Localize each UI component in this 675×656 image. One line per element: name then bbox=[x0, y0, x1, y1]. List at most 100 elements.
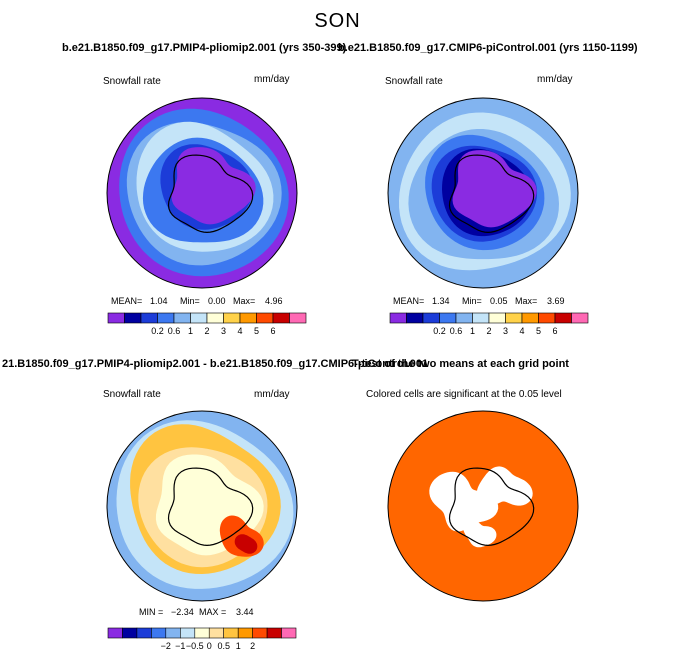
bl-colorbar-tick-5: 1 bbox=[236, 641, 241, 651]
tl-max-label: Max= bbox=[233, 296, 256, 306]
tr-colorbar-tick-1: 0.6 bbox=[450, 326, 463, 336]
tl-panel-label: Snowfall rate bbox=[103, 76, 161, 87]
season-title: SON bbox=[314, 10, 361, 32]
tr-colorbar-cell-6 bbox=[488, 312, 506, 324]
bl-colorbar-tick-0: −2 bbox=[161, 641, 171, 651]
bl-colorbar-cell-9 bbox=[237, 627, 253, 639]
tl-colorbar-cell-5 bbox=[190, 312, 208, 324]
tr-colorbar-cell-4 bbox=[455, 312, 473, 324]
tr-colorbar-cell-5 bbox=[472, 312, 490, 324]
bl-colorbar-cell-12 bbox=[281, 627, 297, 639]
bl-colorbar-cell-3 bbox=[151, 627, 167, 639]
tr-colorbar-cell-1 bbox=[406, 312, 424, 324]
tl-colorbar-tick-3: 2 bbox=[204, 326, 209, 336]
antarctica-coastline-2 bbox=[448, 154, 535, 234]
tr-colorbar-cell-11 bbox=[571, 312, 589, 324]
bl-max-label: MAX = bbox=[199, 607, 227, 617]
bl-colorbar-tick-2: −0.5 bbox=[186, 641, 204, 651]
tl-mean-label: MEAN= bbox=[111, 296, 143, 306]
tr-colorbar-tick-2: 1 bbox=[470, 326, 475, 336]
bl-colorbar-cell-7 bbox=[208, 627, 224, 639]
tl-mean-value: 1.04 bbox=[150, 296, 168, 306]
map-border-4 bbox=[387, 410, 579, 602]
case2-title: b.e21.B1850.f09_g17.CMIP6-piControl.001 … bbox=[338, 42, 638, 54]
tr-colorbar-tick-4: 3 bbox=[503, 326, 508, 336]
tl-colorbar-cell-6 bbox=[206, 312, 224, 324]
tr-colorbar-tick-5: 4 bbox=[519, 326, 524, 336]
tr-colorbar-cell-0 bbox=[389, 312, 407, 324]
br-panel-label: Colored cells are significant at the 0.0… bbox=[366, 389, 562, 400]
field-layer-2-6 bbox=[452, 150, 537, 228]
tl-colorbar-tick-5: 4 bbox=[237, 326, 242, 336]
bl-panel-label: Snowfall rate bbox=[103, 389, 161, 400]
tl-colorbar-tick-1: 0.6 bbox=[168, 326, 181, 336]
map-border-3 bbox=[106, 410, 298, 602]
tr-units: mm/day bbox=[537, 74, 573, 85]
tr-colorbar-cell-3 bbox=[439, 312, 457, 324]
tl-colorbar-cell-1 bbox=[124, 312, 142, 324]
tl-max-value: 4.96 bbox=[265, 296, 283, 306]
bl-colorbar-cell-2 bbox=[136, 627, 152, 639]
bl-colorbar-cell-6 bbox=[194, 627, 210, 639]
tr-colorbar-tick-0: 0.2 bbox=[433, 326, 446, 336]
bl-min-value: −2.34 bbox=[171, 607, 194, 617]
tr-colorbar-cell-2 bbox=[422, 312, 440, 324]
bl-colorbar-cell-1 bbox=[122, 627, 138, 639]
bl-colorbar-cell-0 bbox=[107, 627, 123, 639]
tl-colorbar-cell-10 bbox=[272, 312, 290, 324]
antarctica-coastline-3 bbox=[167, 467, 254, 547]
tr-colorbar-cell-8 bbox=[521, 312, 539, 324]
diff-title: 21.B1850.f09_g17.PMIP4-pliomip2.001 - b.… bbox=[2, 358, 429, 370]
tl-colorbar-tick-0: 0.2 bbox=[151, 326, 164, 336]
map-panel-3 bbox=[107, 411, 297, 601]
tr-panel-label: Snowfall rate bbox=[385, 76, 443, 87]
tl-colorbar-tick-4: 3 bbox=[221, 326, 226, 336]
tl-colorbar-tick-6: 5 bbox=[254, 326, 259, 336]
ttest-title: T-test of the two means at each grid poi… bbox=[352, 358, 569, 370]
bl-colorbar-cell-10 bbox=[252, 627, 268, 639]
bl-colorbar-tick-1: −1 bbox=[175, 641, 185, 651]
tl-colorbar-cell-4 bbox=[173, 312, 191, 324]
tl-colorbar-tick-7: 6 bbox=[270, 326, 275, 336]
tr-colorbar-cell-10 bbox=[554, 312, 572, 324]
tl-colorbar-cell-11 bbox=[289, 312, 307, 324]
field-layer-4-3 bbox=[463, 519, 497, 548]
tr-min-label: Min= bbox=[462, 296, 482, 306]
bl-colorbar-tick-4: 0.5 bbox=[217, 641, 230, 651]
antarctica-coastline-1 bbox=[167, 154, 254, 234]
tl-colorbar-tick-2: 1 bbox=[188, 326, 193, 336]
bl-units: mm/day bbox=[254, 389, 290, 400]
tl-colorbar-cell-8 bbox=[239, 312, 257, 324]
tl-colorbar-cell-2 bbox=[140, 312, 158, 324]
bl-colorbar-cell-11 bbox=[266, 627, 282, 639]
bl-colorbar-cell-4 bbox=[165, 627, 181, 639]
field-layer-4-1 bbox=[429, 471, 499, 532]
tl-units: mm/day bbox=[254, 74, 290, 85]
tl-min-label: Min= bbox=[180, 296, 200, 306]
tl-colorbar-cell-0 bbox=[107, 312, 125, 324]
tl-min-value: 0.00 bbox=[208, 296, 226, 306]
bl-colorbar-tick-3: 0 bbox=[207, 641, 212, 651]
tr-mean-label: MEAN= bbox=[393, 296, 425, 306]
field-layer-4-2 bbox=[476, 466, 533, 506]
bl-max-value: 3.44 bbox=[236, 607, 254, 617]
tr-max-value: 3.69 bbox=[547, 296, 565, 306]
tr-colorbar-tick-6: 5 bbox=[536, 326, 541, 336]
bl-colorbar-tick-6: 2 bbox=[250, 641, 255, 651]
bl-colorbar-cell-5 bbox=[180, 627, 196, 639]
tr-max-label: Max= bbox=[515, 296, 538, 306]
field-layer-3-6 bbox=[234, 534, 258, 554]
tl-colorbar-cell-3 bbox=[157, 312, 175, 324]
map-panel-2 bbox=[388, 98, 578, 288]
tr-colorbar-tick-7: 6 bbox=[552, 326, 557, 336]
tr-mean-value: 1.34 bbox=[432, 296, 450, 306]
antarctica-coastline-4 bbox=[448, 467, 535, 547]
tl-colorbar-cell-9 bbox=[256, 312, 274, 324]
bl-colorbar-cell-8 bbox=[223, 627, 239, 639]
map-panel-1 bbox=[107, 98, 297, 288]
map-panel-4 bbox=[388, 411, 578, 601]
tr-colorbar-cell-7 bbox=[505, 312, 523, 324]
map-border-1 bbox=[106, 97, 298, 289]
tr-colorbar-cell-9 bbox=[538, 312, 556, 324]
